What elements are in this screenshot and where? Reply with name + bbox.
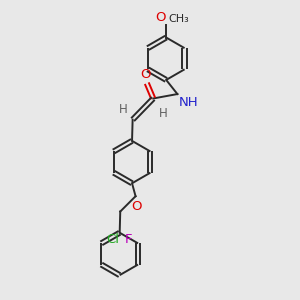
Text: NH: NH [179,95,199,109]
Text: CH₃: CH₃ [169,14,189,24]
Text: O: O [131,200,142,213]
Text: H: H [158,107,167,120]
Text: O: O [140,68,151,81]
Text: F: F [125,233,133,246]
Text: H: H [118,103,127,116]
Text: Cl: Cl [106,233,120,246]
Text: O: O [155,11,166,24]
